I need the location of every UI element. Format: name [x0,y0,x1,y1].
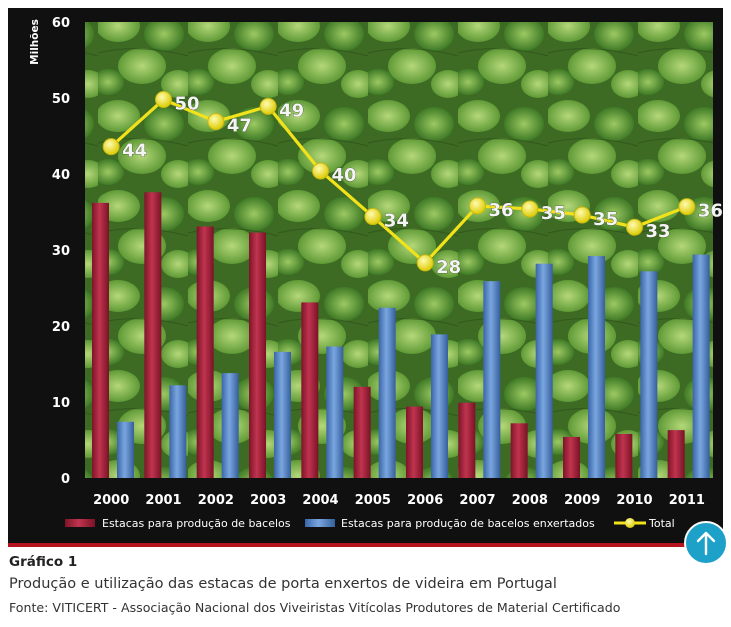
x-tick-label: 2006 [407,493,443,508]
total-point-2003 [260,98,276,114]
bar-2010-bacelos [615,434,632,478]
bar-2005-enxertados [379,308,396,478]
legend-swatch-bacelos [65,519,95,527]
y-tick-label: 0 [61,472,70,487]
bar-2010-enxertados [640,271,657,478]
y-tick-label: 30 [52,244,70,259]
total-data-label: 35 [541,203,566,224]
y-tick-label: 40 [52,168,70,183]
total-data-label: 47 [227,116,252,137]
figure-label: Gráfico 1 [9,554,77,570]
total-point-2005 [365,209,381,225]
y-tick-label: 60 [52,16,70,31]
total-point-2011 [679,199,695,215]
y-tick-label: 10 [52,396,70,411]
bar-2008-enxertados [536,264,553,478]
bar-2006-enxertados [431,334,448,478]
bar-2002-bacelos [197,226,214,478]
total-point-2007 [470,198,486,214]
total-data-label: 50 [175,94,200,115]
bar-2005-bacelos [354,387,371,478]
total-point-2008 [522,201,538,217]
x-tick-label: 2007 [459,493,495,508]
x-tick-label: 2005 [355,493,391,508]
legend-label-total: Total [648,517,675,530]
legend-label-enxertados: Estacas para produção de bacelos enxerta… [341,517,595,530]
y-axis-label: Milhões [29,19,41,65]
x-tick-label: 2001 [145,493,181,508]
total-point-2010 [627,219,643,235]
total-data-label: 35 [593,209,618,230]
bar-2004-enxertados [326,347,343,478]
bar-2011-bacelos [668,430,685,478]
total-data-label: 49 [279,100,304,121]
chart-frame: 0 10 20 30 40 50 60 Milhões 2000 2001 2002 2003 2004… [8,8,723,543]
total-point-2004 [313,163,329,179]
bar-2003-bacelos [249,233,266,478]
bar-2001-enxertados [169,385,186,478]
y-tick-label: 50 [52,92,70,107]
bar-2000-bacelos [92,203,109,478]
x-tick-label: 2011 [669,493,705,508]
bar-2003-enxertados [274,352,291,478]
divider-rule [8,543,723,547]
chart: 0 10 20 30 40 50 60 Milhões 2000 2001 2002 2003 2004… [8,8,723,543]
bar-2007-enxertados [483,281,500,478]
total-data-label: 44 [122,141,147,162]
x-tick-label: 2004 [302,493,338,508]
bar-2000-enxertados [117,422,134,478]
total-point-2000 [103,139,119,155]
y-tick-label: 20 [52,320,70,335]
bar-2007-bacelos [458,403,475,478]
total-point-2009 [574,207,590,223]
bar-2011-enxertados [693,255,710,478]
x-tick-label: 2002 [198,493,234,508]
legend-swatch-enxertados [305,519,335,527]
bar-2009-enxertados [588,256,605,478]
total-point-2002 [208,114,224,130]
bar-2001-bacelos [144,192,161,478]
figure-title: Produção e utilização das estacas de por… [9,576,557,592]
x-tick-label: 2010 [616,493,652,508]
bar-2009-bacelos [563,437,580,478]
total-point-2001 [156,92,172,108]
x-tick-label: 2003 [250,493,286,508]
bar-2002-enxertados [222,373,239,478]
x-tick-label: 2008 [512,493,548,508]
scroll-top-button[interactable] [684,521,728,565]
total-point-2006 [417,255,433,271]
x-tick-label: 2000 [93,493,129,508]
total-data-label: 36 [698,201,723,222]
arrow-up-icon [694,530,718,556]
total-data-label: 33 [646,221,671,242]
total-data-label: 28 [436,257,461,278]
x-tick-label: 2009 [564,493,600,508]
total-data-label: 40 [332,165,357,186]
bar-2006-bacelos [406,407,423,478]
bar-2008-bacelos [511,423,528,478]
figure-source: Fonte: VITICERT - Associação Nacional do… [9,600,620,615]
legend-marker-total [625,518,635,528]
total-data-label: 36 [489,200,514,221]
legend-label-bacelos: Estacas para produção de bacelos [102,517,291,530]
bar-2004-bacelos [301,302,318,478]
total-data-label: 34 [384,211,409,232]
